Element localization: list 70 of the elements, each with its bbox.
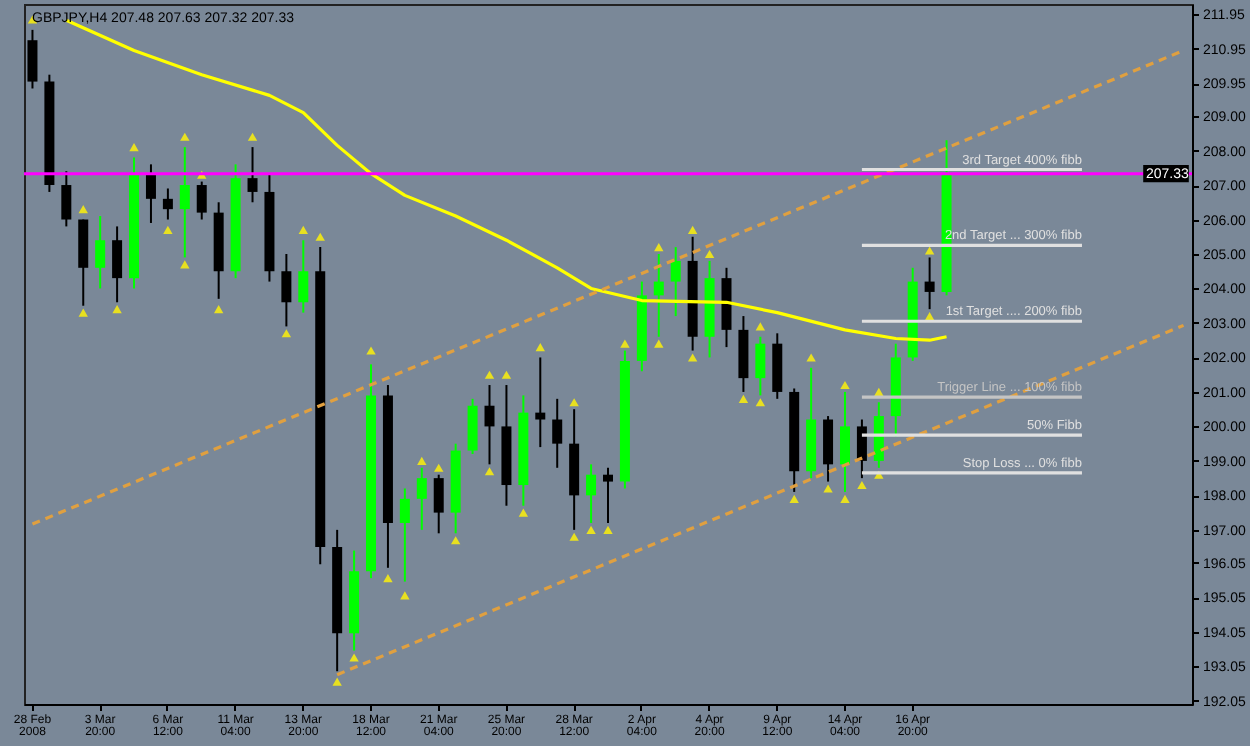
point — [518, 508, 529, 517]
point — [840, 380, 850, 390]
point — [569, 532, 579, 541]
point — [366, 346, 376, 355]
point — [603, 525, 613, 534]
candlestick — [484, 384, 495, 466]
point — [383, 574, 393, 583]
point — [78, 308, 88, 317]
candlestick — [61, 170, 72, 228]
point — [163, 225, 173, 234]
point — [823, 484, 833, 493]
point — [484, 370, 495, 379]
point — [840, 494, 850, 503]
point — [332, 677, 342, 686]
candlestick — [670, 246, 681, 318]
candlestick — [298, 239, 309, 314]
candlestick — [856, 418, 867, 480]
candlestick — [433, 473, 444, 535]
candlestick — [247, 146, 258, 204]
point — [298, 225, 308, 234]
candlestick — [653, 253, 664, 338]
point — [180, 132, 190, 141]
point — [213, 305, 224, 314]
candlestick — [603, 466, 613, 524]
point — [687, 353, 698, 362]
candlestick — [281, 253, 292, 328]
point — [687, 225, 698, 234]
candlestick — [145, 163, 156, 224]
candlestick — [112, 225, 123, 304]
candlestick — [399, 487, 410, 583]
point — [620, 339, 630, 348]
candlestick — [839, 390, 850, 493]
point — [349, 653, 359, 662]
candlestick — [27, 28, 38, 90]
point — [789, 494, 799, 503]
candlestick — [95, 215, 106, 290]
point — [654, 243, 664, 252]
point — [450, 536, 461, 545]
point — [704, 249, 715, 259]
point — [112, 305, 122, 314]
point — [281, 329, 292, 338]
point — [417, 456, 427, 465]
candlestick — [924, 256, 935, 311]
point — [924, 312, 935, 321]
candlestick — [416, 466, 427, 531]
candlestick — [586, 463, 597, 524]
point — [806, 353, 816, 362]
point — [924, 246, 935, 255]
candlestick — [162, 187, 173, 221]
point — [535, 343, 545, 352]
candlestick — [823, 415, 834, 483]
point — [315, 232, 325, 241]
point — [654, 339, 664, 348]
point — [78, 205, 88, 214]
point — [501, 370, 512, 379]
candlestick — [535, 356, 546, 449]
point — [247, 132, 258, 141]
candlestick — [196, 180, 207, 221]
point — [857, 480, 867, 490]
point — [738, 394, 749, 403]
point — [586, 525, 596, 534]
point — [129, 143, 139, 152]
candlestick — [755, 335, 766, 397]
point — [434, 463, 444, 472]
candlestick — [467, 397, 478, 455]
point — [874, 387, 884, 396]
candlestick — [552, 397, 563, 469]
point — [484, 467, 495, 476]
candlestick — [179, 146, 190, 259]
point — [755, 398, 766, 407]
